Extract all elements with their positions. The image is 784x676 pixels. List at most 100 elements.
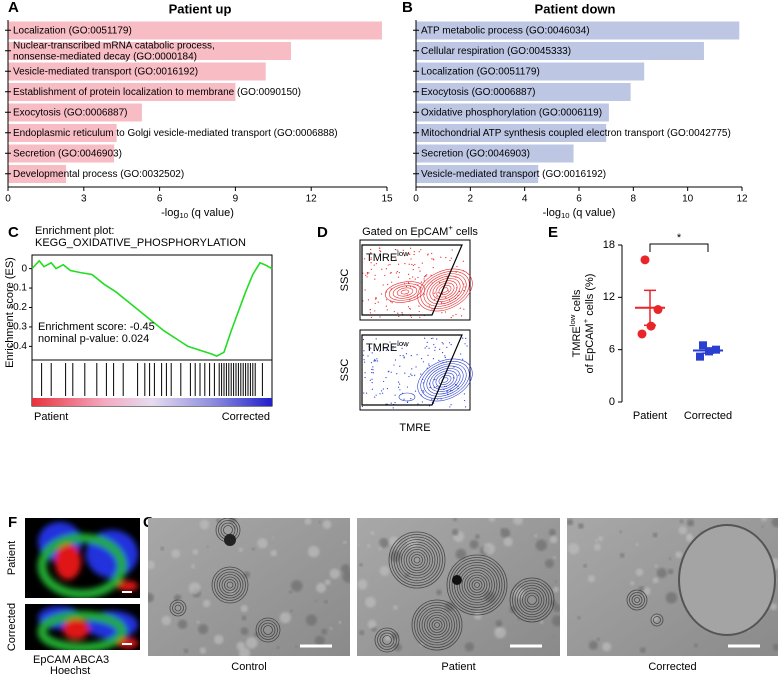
event-dot [397,344,399,346]
organelle [243,571,251,578]
x-tick-label: 4 [522,194,528,205]
event-dot [403,398,405,400]
event-dot [371,381,373,384]
event-dot [398,271,400,274]
event-dot [385,305,387,307]
organelle [771,518,778,528]
event-dot [426,341,428,344]
chart-title: Patient down [535,1,616,16]
contour [423,273,467,307]
em-image [567,518,778,656]
x-tick-label: 8 [631,194,637,205]
event-dot [370,347,372,349]
lamellar-ring [255,617,281,643]
contour [420,271,470,309]
row-label: Patient [6,541,18,575]
event-dot [376,360,379,362]
event-dot [407,273,410,276]
organelle [238,547,243,552]
event-dot [399,354,401,357]
event-dot [426,345,428,347]
lamellar-ring [406,549,428,571]
organelle [598,536,604,542]
event-dot [392,348,394,350]
event-dot [405,285,408,288]
event-dot [434,346,436,348]
event-dot [463,393,465,395]
organelle [257,538,268,549]
organelle [642,587,651,596]
event-dot [453,366,455,368]
event-dot [444,356,446,359]
lamellar-ring [451,559,503,611]
event-dot [407,306,410,308]
event-dot [421,262,423,264]
event-dot [441,312,443,314]
organelle [455,548,467,560]
event-dot [362,339,365,341]
event-dot [457,374,460,376]
event-dot [463,290,465,292]
organelle [535,539,547,551]
event-dot [376,358,378,360]
contour [417,268,473,312]
lamellar-ring [258,620,278,640]
contour [423,363,467,397]
organelle [694,643,698,648]
lamellar-ring [382,635,392,645]
label-part: low [568,314,577,326]
event-dot [459,307,461,309]
organelle [365,596,376,608]
organelle [314,599,317,603]
flow-plot: TMRElow SSC [339,329,473,411]
epcam [37,533,127,598]
lamellar-ring [421,609,453,641]
event-dot [375,297,377,299]
event-dot [462,337,464,339]
event-dot [412,276,414,278]
bar [8,144,115,163]
event-dot [442,343,444,345]
event-dot [419,316,421,318]
bar [416,144,574,163]
organelle [393,605,398,610]
lamellar-ring [391,534,443,586]
lamellar-ring [466,574,488,596]
event-dot [396,270,398,273]
event-dot [368,346,370,348]
x-tick-label: Corrected [684,410,732,422]
event-dot [441,352,444,354]
event-dot [409,253,411,255]
event-dot [371,368,373,370]
event-dot [379,393,381,395]
x-tick-label: 9 [233,194,239,205]
bar-label: Developmental process (GO:0032502) [13,169,184,180]
event-dot [450,343,452,346]
contour [435,282,455,298]
event-dot [419,270,421,272]
event-dot [451,249,453,251]
event-dot [394,394,396,396]
event-dot [416,354,418,356]
bar [8,42,291,60]
organelle [594,538,598,543]
rich-label: TMRElow [366,339,409,354]
event-dot [397,263,400,265]
event-dot [377,301,379,303]
panel-letter: C [8,224,19,241]
x-tick-label: 12 [736,194,748,205]
fluorescence-image [25,604,140,650]
event-dot [374,278,376,280]
organelle [652,532,658,538]
organelle [379,565,390,576]
event-dot [407,282,410,284]
organelle [578,523,584,529]
abca3 [63,619,89,640]
event-dot [362,354,365,356]
event-dot [423,278,425,280]
event-dot [434,379,436,381]
event-dot [385,349,387,351]
event-dot [398,315,400,318]
event-dot [370,258,372,261]
event-dot [436,338,438,340]
